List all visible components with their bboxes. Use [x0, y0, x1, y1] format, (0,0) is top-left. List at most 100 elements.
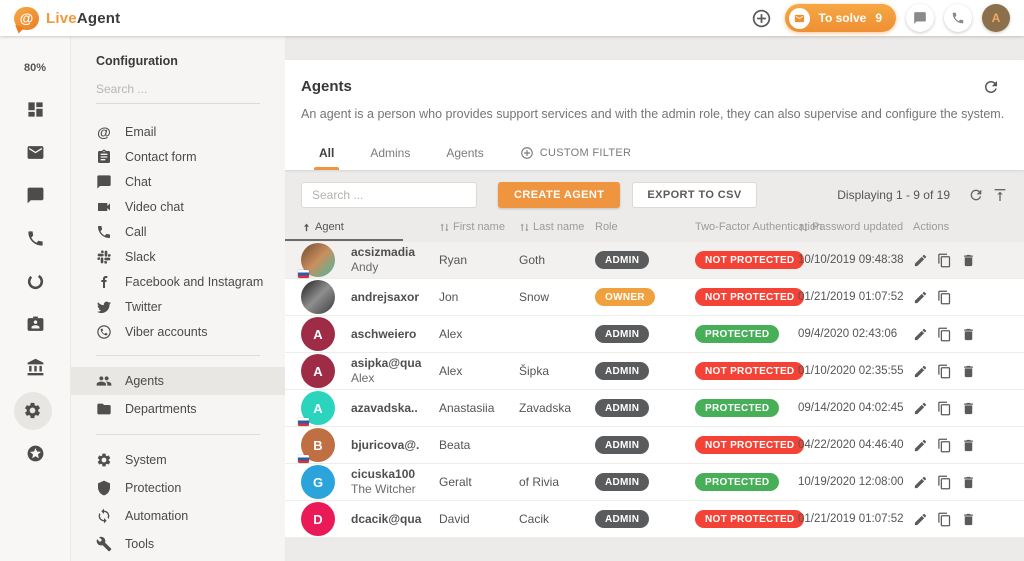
- sidebar-item-automation[interactable]: Automation: [71, 502, 285, 530]
- gear-icon: [96, 452, 112, 468]
- sync-icon: [96, 508, 112, 524]
- copy-icon[interactable]: [937, 475, 952, 490]
- delete-icon[interactable]: [961, 364, 976, 379]
- copy-icon[interactable]: [937, 512, 952, 527]
- two-factor-badge: NOT PROTECTED: [695, 436, 805, 454]
- edit-icon[interactable]: [913, 438, 928, 453]
- bank-icon: [26, 358, 45, 377]
- copy-icon[interactable]: [937, 364, 952, 379]
- export-csv-button[interactable]: EXPORT TO CSV: [632, 182, 757, 208]
- two-factor-badge: PROTECTED: [695, 399, 780, 417]
- edit-icon[interactable]: [913, 364, 928, 379]
- flag-badge: [298, 270, 309, 278]
- panel-refresh-icon[interactable]: [982, 78, 1000, 96]
- first-name-cell: David: [439, 512, 470, 526]
- first-name-cell: Alex: [439, 327, 463, 341]
- column-header-role[interactable]: Role: [595, 221, 695, 233]
- sidebar-item-facebook-and-instagram[interactable]: Facebook and Instagram: [71, 269, 285, 294]
- rail-item-dashboard[interactable]: [14, 88, 57, 131]
- rail-item-contact-card[interactable]: [14, 303, 57, 346]
- delete-icon[interactable]: [961, 475, 976, 490]
- profile-avatar[interactable]: A: [982, 4, 1010, 32]
- rail-item-mail[interactable]: [14, 131, 57, 174]
- copy-icon[interactable]: [937, 438, 952, 453]
- chats-button[interactable]: [906, 4, 934, 32]
- edit-icon[interactable]: [913, 253, 928, 268]
- delete-icon[interactable]: [961, 512, 976, 527]
- sidebar-item-viber-accounts[interactable]: Viber accounts: [71, 319, 285, 344]
- table-row[interactable]: andrejsaxor Jon Snow OWNER NOT PROTECTED 01/2…: [285, 279, 1024, 316]
- last-name-cell: Zavadska: [519, 401, 572, 415]
- chat-icon: [26, 186, 45, 205]
- rail-item-gear[interactable]: [13, 391, 52, 430]
- column-header-first-name[interactable]: First name: [439, 221, 519, 233]
- edit-icon[interactable]: [913, 327, 928, 342]
- sidebar-item-label: Email: [125, 124, 157, 139]
- sidebar-item-contact-form[interactable]: Contact form: [71, 144, 285, 169]
- sidebar-item-video-chat[interactable]: Video chat: [71, 194, 285, 219]
- sidebar-item-twitter[interactable]: Twitter: [71, 294, 285, 319]
- edit-icon[interactable]: [913, 475, 928, 490]
- agent-username: andrejsaxor: [351, 289, 420, 304]
- edit-icon[interactable]: [913, 290, 928, 305]
- liveagent-logo[interactable]: @ LiveAgent: [14, 6, 120, 30]
- copy-icon[interactable]: [937, 253, 952, 268]
- column-header-agent[interactable]: Agent: [285, 221, 439, 241]
- rail-item-phone[interactable]: [14, 217, 57, 260]
- sidebar-item-label: Protection: [125, 481, 182, 495]
- envelope-icon: [794, 13, 805, 24]
- delete-icon[interactable]: [961, 438, 976, 453]
- delete-icon[interactable]: [961, 401, 976, 416]
- sidebar-item-tools[interactable]: Tools: [71, 530, 285, 558]
- column-header-last-name[interactable]: Last name: [519, 221, 595, 233]
- sidebar-item-email[interactable]: @ Email: [97, 123, 157, 140]
- sidebar-item-agents[interactable]: Agents: [71, 367, 285, 395]
- agents-search-input[interactable]: [301, 182, 477, 208]
- scroll-top-icon[interactable]: [992, 187, 1008, 203]
- first-name-cell: Geralt: [439, 475, 472, 489]
- sidebar-item-slack[interactable]: Slack: [71, 244, 285, 269]
- rail-item-stars[interactable]: [14, 432, 57, 475]
- column-header-actions[interactable]: Actions: [913, 221, 1024, 233]
- table-row[interactable]: acsizmadia Andy Ryan Goth ADMIN NOT PROTECTED…: [285, 242, 1024, 279]
- calls-button[interactable]: [944, 4, 972, 32]
- tab-all[interactable]: All: [301, 135, 352, 170]
- add-new-button[interactable]: [749, 5, 775, 31]
- sidebar-item-system[interactable]: System: [71, 446, 285, 474]
- to-solve-button[interactable]: To solve 9: [784, 4, 896, 32]
- tab-admins[interactable]: Admins: [352, 135, 428, 170]
- sidebar-item-protection[interactable]: Protection: [71, 474, 285, 502]
- tab-custom-filter[interactable]: CUSTOM FILTER: [502, 135, 650, 170]
- to-solve-label: To solve: [818, 11, 867, 25]
- rail-item-bank[interactable]: [14, 346, 57, 389]
- list-refresh-icon[interactable]: [968, 187, 984, 203]
- agent-username: bjuricova@.: [351, 437, 420, 452]
- sidebar-search-input[interactable]: [96, 74, 260, 104]
- column-header-password-updated[interactable]: Password updated: [798, 221, 913, 233]
- column-header-two-factor-authentication[interactable]: Two-Factor Authentication: [695, 221, 822, 233]
- rail-item-chat[interactable]: [14, 174, 57, 217]
- edit-icon[interactable]: [913, 401, 928, 416]
- copy-icon[interactable]: [937, 290, 952, 305]
- copy-icon[interactable]: [937, 401, 952, 416]
- create-agent-button[interactable]: CREATE AGENT: [498, 182, 621, 208]
- sidebar-item-departments[interactable]: Departments: [71, 395, 285, 423]
- agent-name-cell: asipka@qua Alex: [351, 356, 439, 386]
- first-name-cell: Alex: [439, 364, 463, 378]
- avatar: [301, 280, 335, 314]
- sidebar-item-call[interactable]: Call: [71, 219, 285, 244]
- edit-icon[interactable]: [913, 512, 928, 527]
- tab-agents[interactable]: Agents: [428, 135, 501, 170]
- sidebar-item-chat[interactable]: Chat: [71, 169, 285, 194]
- copy-icon[interactable]: [937, 327, 952, 342]
- delete-icon[interactable]: [961, 253, 976, 268]
- rail-item-donut[interactable]: [14, 260, 57, 303]
- delete-icon[interactable]: [961, 327, 976, 342]
- logo-text-live: Live: [46, 9, 77, 27]
